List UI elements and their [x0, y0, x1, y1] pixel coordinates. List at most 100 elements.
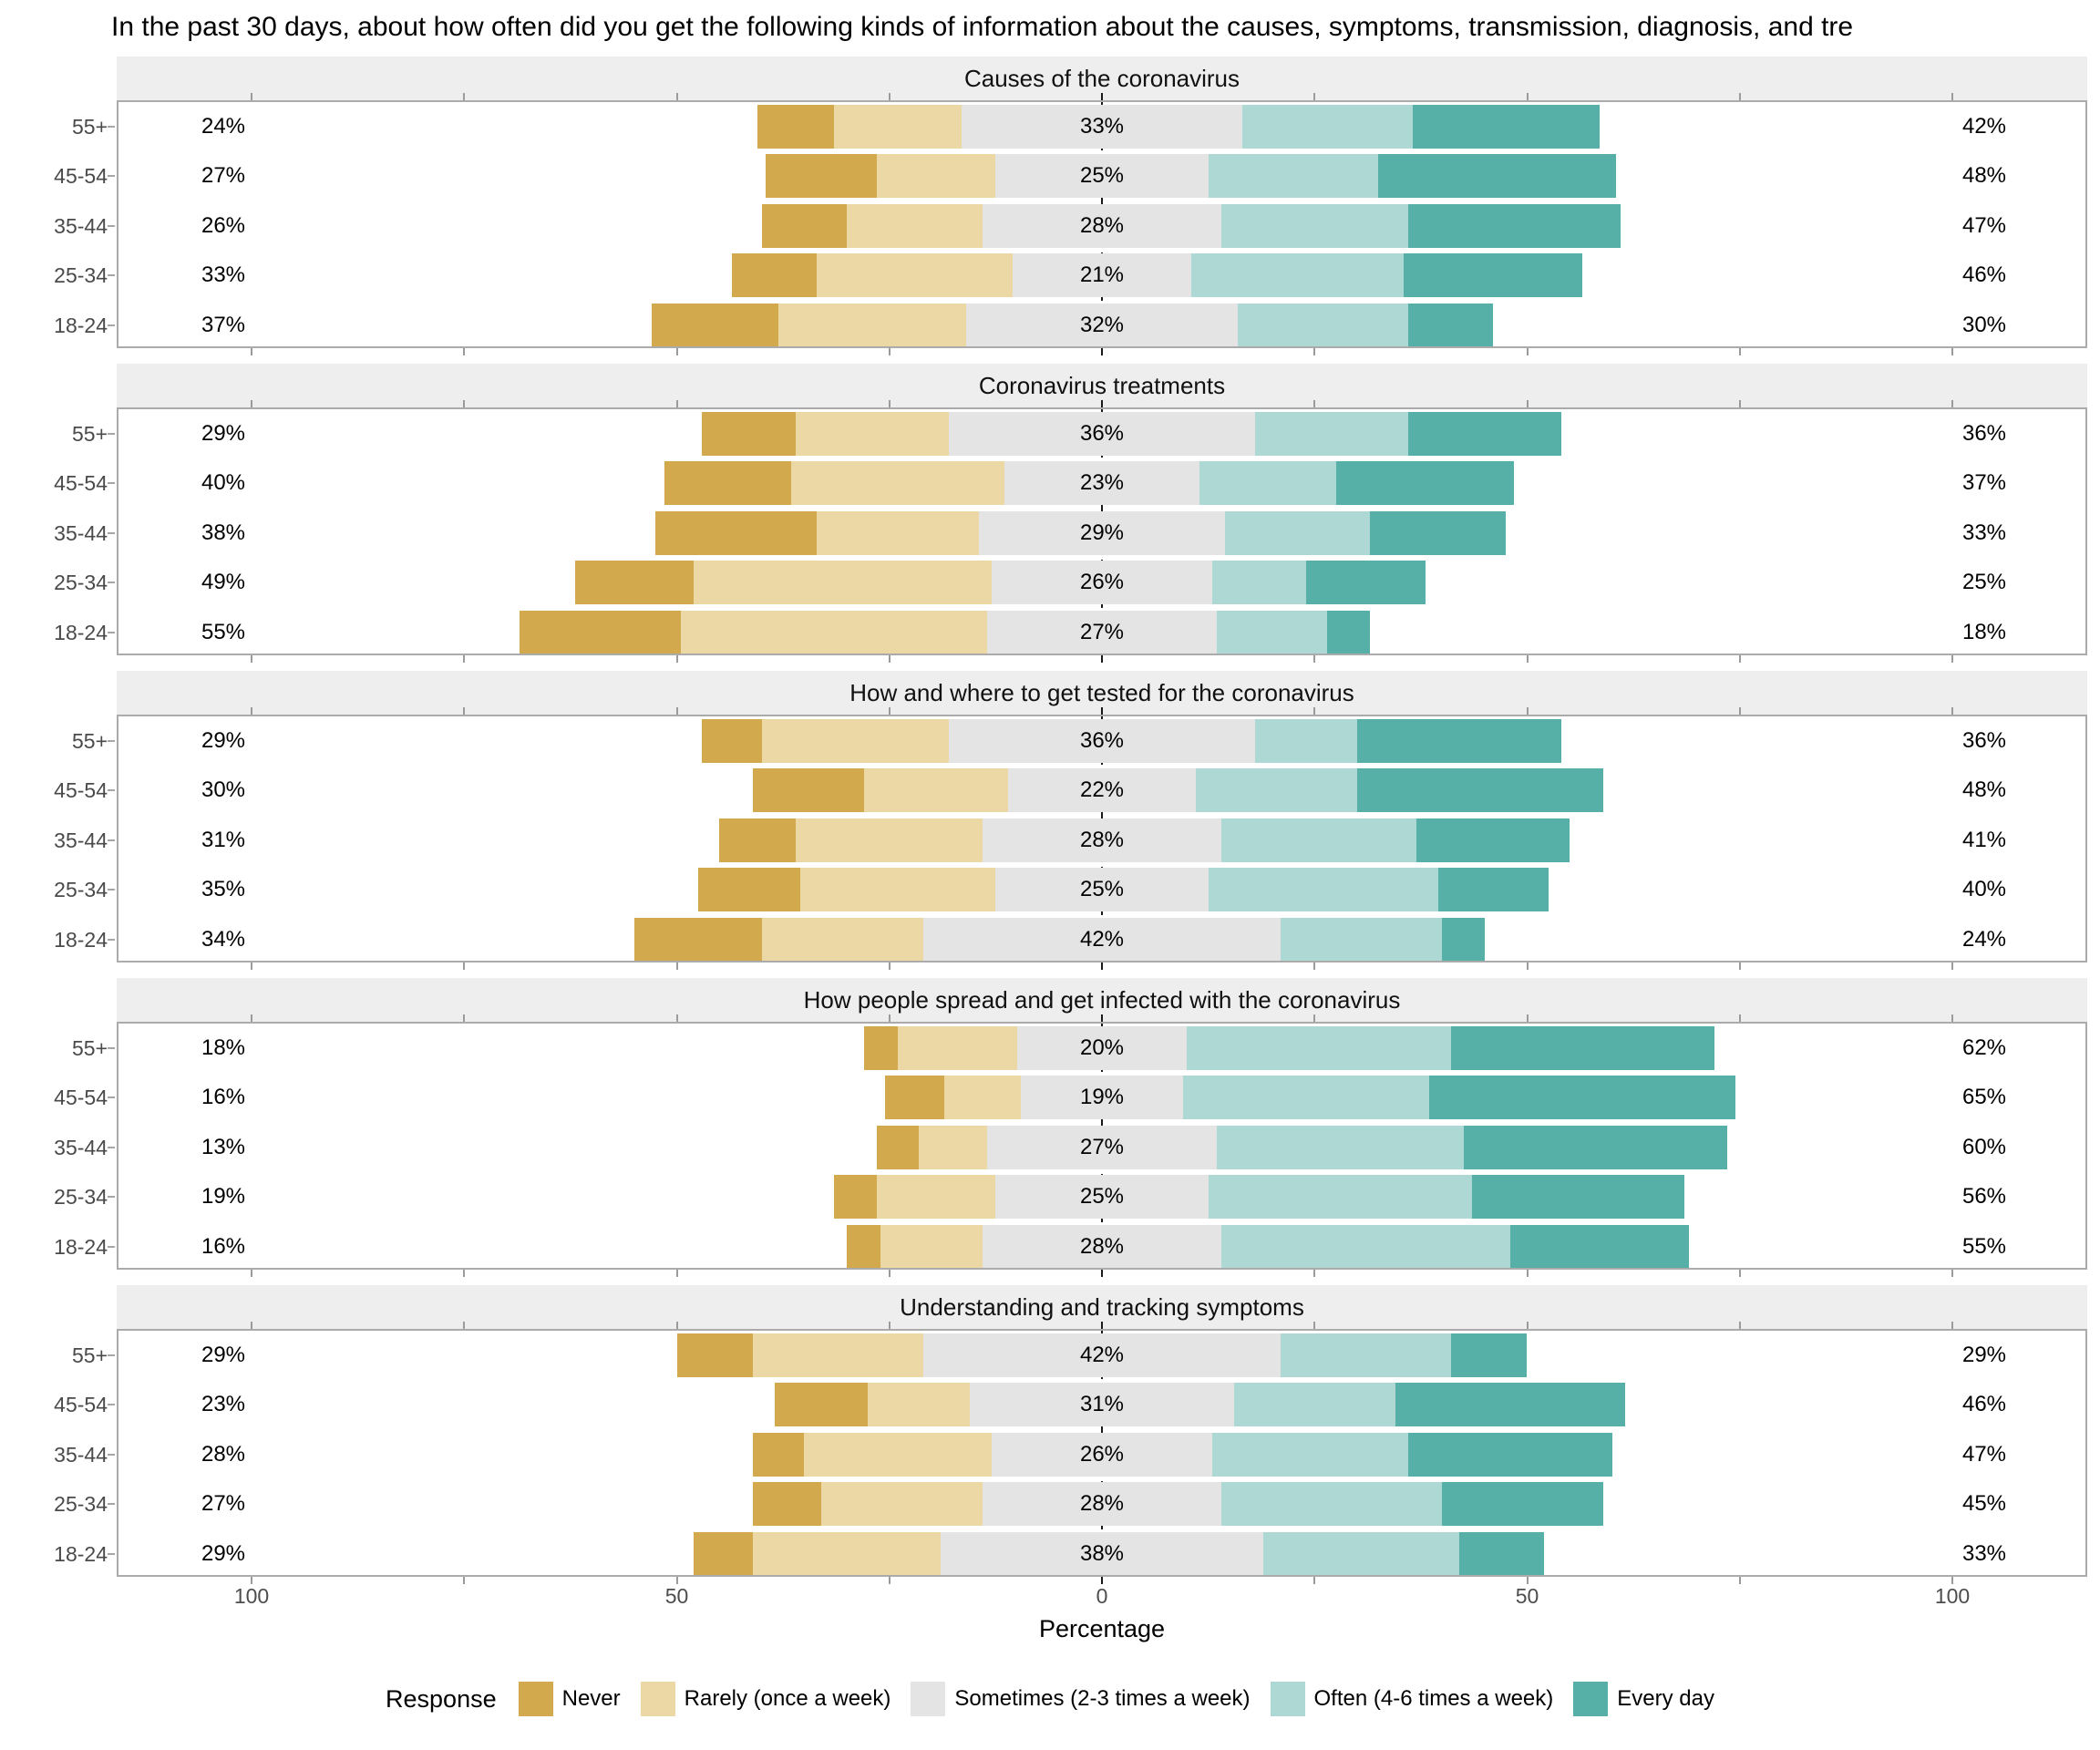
- right-total-label: 29%: [1961, 1343, 2007, 1367]
- bar-segment-never: [885, 1076, 945, 1120]
- y-axis-tick: [108, 582, 115, 584]
- bar-segment-often: [1187, 1026, 1451, 1070]
- bar-segment-sometimes: [991, 561, 1213, 605]
- bar-segment-sometimes: [1008, 768, 1196, 813]
- sometimes-label: 28%: [1079, 827, 1125, 852]
- bar-segment-every_day: [1463, 1125, 1727, 1169]
- bar-segment-sometimes: [923, 917, 1281, 961]
- axis-tick: [888, 1322, 890, 1329]
- bar-segment-every_day: [1442, 917, 1485, 961]
- legend-swatch-sometimes: [911, 1682, 946, 1716]
- bar-segment-every_day: [1369, 510, 1507, 555]
- bar-segment-every_day: [1327, 610, 1370, 654]
- bar-segment-sometimes: [940, 1531, 1264, 1575]
- axis-tick: [675, 1577, 678, 1584]
- axis-tick: [675, 93, 678, 100]
- x-tick-label: 50: [664, 1584, 689, 1608]
- sometimes-label: 29%: [1079, 520, 1125, 545]
- bar-segment-often: [1280, 1333, 1451, 1377]
- y-axis-label: 45-54: [54, 778, 108, 803]
- right-total-label: 30%: [1961, 312, 2007, 337]
- sometimes-label: 25%: [1079, 163, 1125, 189]
- bar-segment-rarely: [681, 610, 988, 654]
- y-axis-tick: [108, 1096, 115, 1099]
- axis-tick: [463, 1577, 466, 1584]
- bar-segment-every_day: [1395, 1383, 1625, 1427]
- right-total-label: 60%: [1961, 1134, 2007, 1159]
- bar-segment-rarely: [804, 1432, 992, 1477]
- y-axis-tick: [108, 324, 115, 326]
- bar-segment-never: [847, 1224, 881, 1268]
- right-total-label: 40%: [1961, 877, 2007, 902]
- right-total-label: 33%: [1961, 520, 2007, 545]
- bar-segment-never: [664, 461, 792, 506]
- sometimes-label: 27%: [1079, 1134, 1125, 1159]
- axis-tick: [1526, 1014, 1529, 1022]
- bar-segment-sometimes: [965, 303, 1239, 346]
- bar-segment-every_day: [1450, 1026, 1714, 1070]
- left-total-label: 29%: [201, 421, 246, 446]
- sometimes-label: 20%: [1079, 1035, 1125, 1060]
- bar-segment-every_day: [1407, 412, 1561, 456]
- y-axis-label: 55+: [71, 115, 108, 139]
- axis-tick: [1738, 1322, 1741, 1329]
- legend-item: Every day: [1573, 1682, 1714, 1716]
- axis-tick: [1101, 93, 1103, 100]
- axis-tick: [888, 400, 890, 407]
- axis-tick: [1951, 1577, 1953, 1584]
- chart-title: In the past 30 days, about how often did…: [111, 12, 1854, 42]
- legend-swatch-rarely: [640, 1682, 675, 1716]
- axis-tick: [888, 1014, 890, 1022]
- x-tick-label: 0: [1096, 1584, 1108, 1608]
- axis-tick: [1951, 655, 1953, 663]
- bar-segment-sometimes: [923, 1333, 1281, 1377]
- legend-item: Rarely (once a week): [640, 1682, 890, 1716]
- bar-segment-often: [1220, 818, 1417, 862]
- axis-tick: [463, 962, 466, 970]
- bar-segment-every_day: [1356, 768, 1604, 813]
- bar-segment-often: [1216, 610, 1328, 654]
- legend-swatch-every_day: [1573, 1682, 1609, 1716]
- facet-panel: How and where to get tested for the coro…: [54, 671, 2087, 972]
- bar-segment-never: [719, 818, 797, 862]
- bar-segment-sometimes: [949, 412, 1255, 456]
- right-total-label: 46%: [1961, 1392, 2007, 1417]
- bar-segment-sometimes: [1004, 461, 1200, 506]
- plot-area: 29% 36% 36% 40% 23% 37% 38% 29% 33% 49% 26% 25% 55% 2…: [117, 407, 2087, 655]
- y-axis-label: 35-44: [54, 520, 108, 545]
- axis-tick: [1951, 348, 1953, 355]
- bar-segment-often: [1238, 303, 1408, 346]
- y-axis-tick: [108, 839, 115, 841]
- legend-swatch-never: [518, 1682, 553, 1716]
- bar-segment-sometimes: [995, 1175, 1209, 1220]
- sometimes-label: 23%: [1079, 470, 1125, 496]
- sometimes-label: 19%: [1079, 1085, 1125, 1110]
- axis-tick: [1313, 1322, 1316, 1329]
- axis-tick: [1738, 1270, 1741, 1277]
- left-total-label: 23%: [201, 1392, 246, 1417]
- axis-tick: [1526, 93, 1529, 100]
- bar-segment-rarely: [796, 818, 983, 862]
- y-axis-tick: [108, 433, 115, 435]
- y-axis-tick: [108, 789, 115, 792]
- x-tick-label: 100: [1934, 1584, 1971, 1608]
- axis-tick: [1313, 1270, 1316, 1277]
- axis-tick: [251, 1270, 252, 1277]
- bar-segment-often: [1199, 461, 1336, 506]
- bar-segment-sometimes: [983, 1224, 1221, 1268]
- bar-segment-rarely: [821, 1482, 983, 1527]
- axis-tick: [1101, 1322, 1103, 1329]
- y-axis-tick: [108, 1453, 115, 1456]
- left-total-label: 31%: [201, 827, 246, 852]
- left-total-label: 38%: [201, 520, 246, 545]
- y-axis-tick: [108, 1047, 115, 1049]
- bar-segment-rarely: [799, 868, 996, 912]
- axis-tick: [463, 655, 466, 663]
- y-axis-label: 35-44: [54, 828, 108, 852]
- bar-segment-never: [834, 1175, 877, 1220]
- axis-tick: [888, 1577, 890, 1584]
- plot-area: 18% 20% 62% 16% 19% 65% 13% 27% 60% 19% 25% 56% 16% 2…: [117, 1022, 2087, 1270]
- axis-tick: [1951, 93, 1953, 100]
- sometimes-label: 28%: [1079, 1233, 1125, 1259]
- bar-segment-rarely: [753, 1333, 924, 1377]
